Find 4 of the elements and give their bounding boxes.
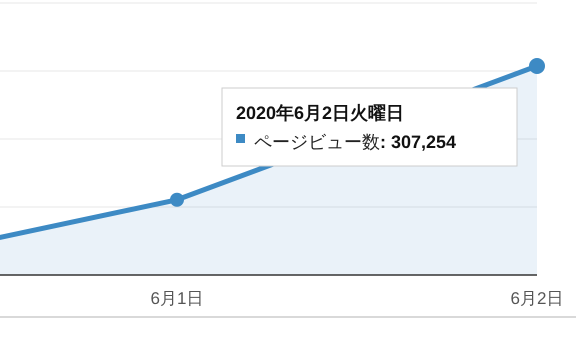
x-tick-label: 6月2日 — [510, 289, 564, 308]
x-tick-label: 6月1日 — [150, 289, 204, 308]
legend-title: 2020年6月2日火曜日 — [236, 103, 404, 123]
annotation: : 307,254 — [380, 132, 456, 152]
